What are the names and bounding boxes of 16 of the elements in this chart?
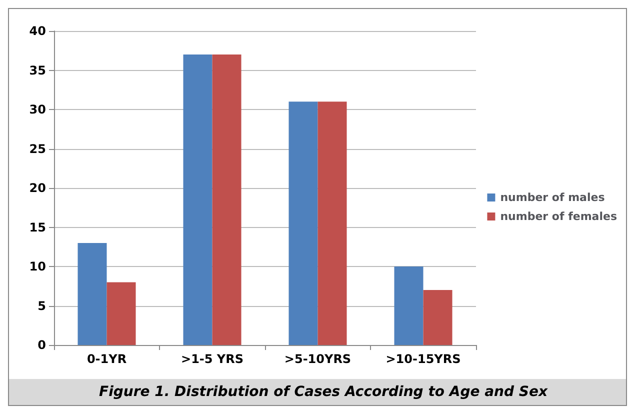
x-tick-label: >1-5 YRS — [181, 352, 244, 366]
y-tick-label: 30 — [29, 102, 46, 116]
y-tick-label: 0 — [38, 338, 46, 352]
y-tick-label: 20 — [29, 181, 46, 195]
legend-label: number of males — [500, 191, 606, 204]
x-tick-label: 0-1YR — [86, 352, 127, 366]
caption: Figure 1. Distribution of Cases According to Age and Sex — [99, 384, 548, 400]
y-tick-label: 40 — [29, 24, 46, 38]
x-tick-label: >5-10YRS — [284, 352, 352, 366]
y-tick-label: 15 — [29, 220, 46, 234]
y-tick-label: 5 — [38, 298, 46, 313]
y-tick-label: 10 — [29, 260, 46, 274]
y-tick-label: 25 — [29, 142, 46, 156]
y-tick-label: 35 — [29, 63, 46, 78]
legend-label: number of females — [500, 210, 618, 223]
x-tick-label: >10-15YRS — [386, 352, 461, 366]
